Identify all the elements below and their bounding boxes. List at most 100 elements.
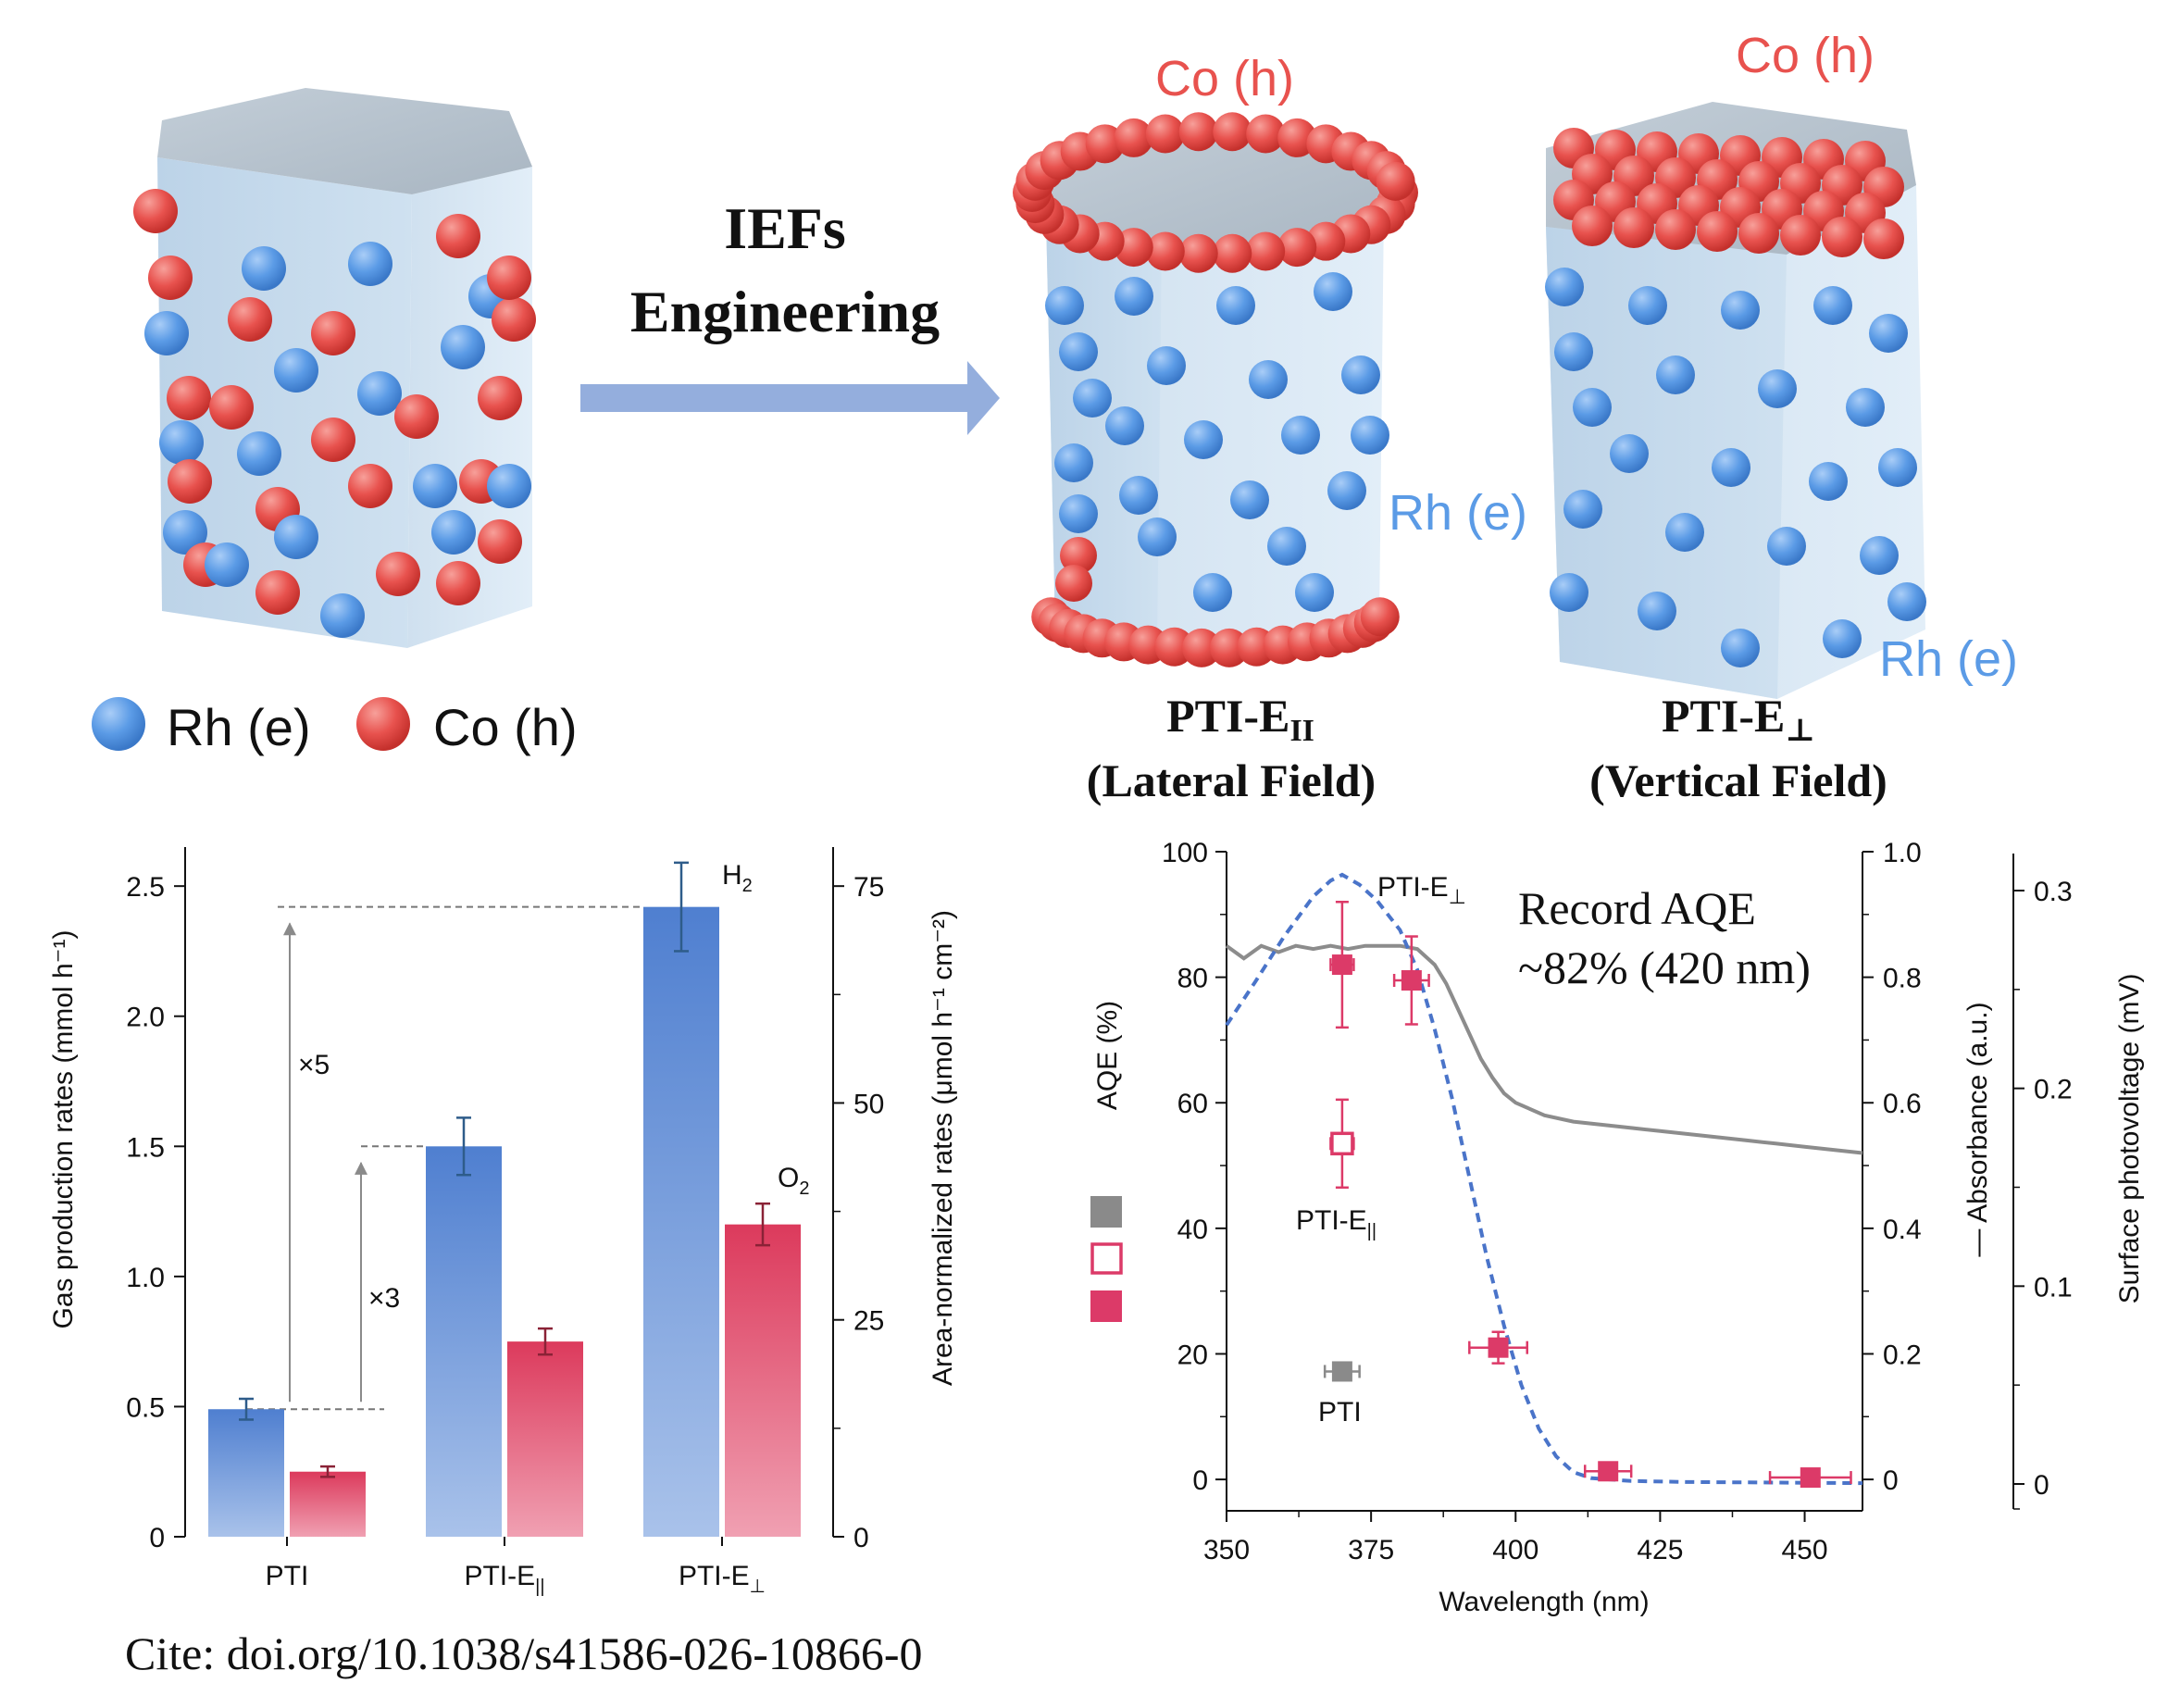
data-point: [1331, 954, 1352, 976]
y-tick-label: 1.0: [126, 1263, 165, 1293]
data-point: [1488, 1337, 1509, 1358]
co-dot: [1178, 233, 1218, 273]
rh-dot: [1545, 268, 1584, 306]
rh-dot: [431, 510, 476, 555]
rh-dot: [1341, 355, 1380, 394]
vertical-field-label: (Vertical Field): [1589, 754, 1887, 806]
prism-mixed: [133, 88, 536, 648]
abs-tick-label: 0.4: [1883, 1215, 1922, 1245]
rh-dot: [1550, 573, 1588, 612]
co-legend-dot: [356, 697, 410, 751]
lateral-field-label: (Lateral Field): [1087, 754, 1376, 806]
rh-dot: [1045, 286, 1084, 325]
data-point: [1331, 1361, 1352, 1382]
rh-dot: [1054, 443, 1093, 482]
h2-series-label: H2: [722, 860, 753, 896]
bar-ylabel-left: Gas production rates (mmol h⁻¹): [48, 930, 79, 1329]
spv-tick-label: 0.2: [2034, 1075, 2073, 1105]
rh-dot: [1563, 490, 1602, 529]
rh-dot: [1721, 291, 1760, 330]
rh-dot: [1230, 480, 1269, 519]
abs-tick-label: 0.6: [1883, 1089, 1922, 1119]
co-dot: [1060, 537, 1097, 574]
label-pti-e-par: PTI-E||: [1296, 1205, 1377, 1241]
co-dot: [1145, 114, 1185, 154]
rh-dot: [1721, 629, 1760, 667]
y-tick-label: 2.0: [126, 1003, 165, 1033]
abs-tick-label: 0: [1883, 1465, 1899, 1496]
co-dot: [1697, 211, 1738, 252]
schematic-legend: Rh (e) Co (h): [92, 697, 578, 756]
co-dot: [168, 459, 212, 504]
vertical-name: PTI-E⊥: [1662, 690, 1815, 748]
rh-dot: [1193, 573, 1232, 612]
y2-tick-label: 0: [853, 1523, 869, 1553]
rh-dot: [242, 246, 286, 291]
bar-ylabel-right: Area-normalized rates (μmol h⁻¹ cm⁻²): [928, 910, 958, 1386]
co-dot: [348, 464, 392, 508]
rh-dot: [1656, 355, 1695, 394]
y-tick-label: 0: [149, 1523, 165, 1553]
rh-dot: [1638, 592, 1676, 630]
data-point: [1401, 970, 1422, 991]
y-tick-label: 1.5: [126, 1132, 165, 1163]
rh-dot: [1295, 573, 1334, 612]
bar-chart-guides: [246, 905, 643, 1411]
citation: Cite: doi.org/10.1038/s41586-026-10866-0: [125, 1627, 923, 1679]
co-dot: [1655, 209, 1696, 250]
spv-tick-label: 0.1: [2034, 1272, 2073, 1303]
vertical-co-label: Co (h): [1736, 28, 1875, 83]
y-tick-label: 2.5: [126, 872, 165, 903]
rh-dot: [441, 325, 485, 369]
prism-lateral: Co (h) Rh (e) PTI-EII (Lateral Field): [1013, 51, 1527, 806]
co-dot: [487, 256, 531, 300]
lateral-co-label: Co (h): [1155, 51, 1294, 106]
rh-dot: [1059, 332, 1098, 371]
legend-square-pti-e-par: [1090, 1242, 1123, 1275]
rh-dot: [1314, 272, 1352, 311]
co-dot: [1178, 112, 1218, 152]
co-dot: [255, 570, 300, 615]
rh-dot: [487, 464, 531, 508]
x-tick-label: 425: [1637, 1535, 1683, 1565]
prism-vertical: Co (h) Rh (e) PTI-E⊥ (Vertical Field): [1545, 28, 2018, 806]
rh-dot: [1823, 619, 1862, 658]
rh-dot: [1249, 360, 1288, 399]
co-dot: [1209, 628, 1249, 667]
y-tick-label: 40: [1177, 1215, 1208, 1245]
spv-tick-label: 0.3: [2034, 877, 2073, 907]
rh-dot: [1767, 527, 1806, 566]
bar-h2: [208, 1409, 284, 1537]
co-dot: [436, 214, 480, 258]
rh-dot: [320, 593, 365, 638]
co-dot: [436, 561, 480, 605]
abs-tick-label: 0.2: [1883, 1340, 1922, 1370]
co-dot: [478, 519, 522, 564]
co-dot: [1738, 213, 1779, 254]
y2-tick-label: 75: [853, 872, 884, 903]
co-dot: [376, 552, 420, 596]
y-tick-label: 0.5: [126, 1392, 165, 1423]
arrow-title-line2: Engineering: [630, 279, 940, 344]
rh-dot: [1147, 346, 1186, 385]
co-dot: [1360, 597, 1400, 637]
bar-o2: [290, 1471, 366, 1537]
aqe-annotation-line1: Record AQE: [1518, 882, 1756, 934]
x-tick-label: 375: [1348, 1535, 1394, 1565]
rh-dot: [1665, 513, 1704, 552]
x-tick-label: 400: [1492, 1535, 1538, 1565]
co-legend-label: Co (h): [433, 698, 578, 756]
bar-chart-ticks: 0 0.5 1.0 1.5 2.0 2.5 0 25 50 75 PTI PTI-E|| PTI-E⊥: [126, 872, 884, 1597]
rh-dot: [1351, 416, 1389, 455]
rh-dot: [1878, 448, 1917, 487]
x-tick-label: PTI-E⊥: [679, 1561, 766, 1597]
co-dot: [1154, 627, 1194, 667]
co-dot: [1863, 218, 1904, 259]
x-tick-label: 350: [1203, 1535, 1250, 1565]
vertical-cocatalyst-dots: [1545, 128, 1926, 667]
aqe-xlabel: Wavelength (nm): [1439, 1587, 1649, 1617]
rh-dot: [1059, 494, 1098, 533]
vertical-rh-label: Rh (e): [1879, 631, 2018, 687]
bar-h2: [643, 906, 719, 1537]
